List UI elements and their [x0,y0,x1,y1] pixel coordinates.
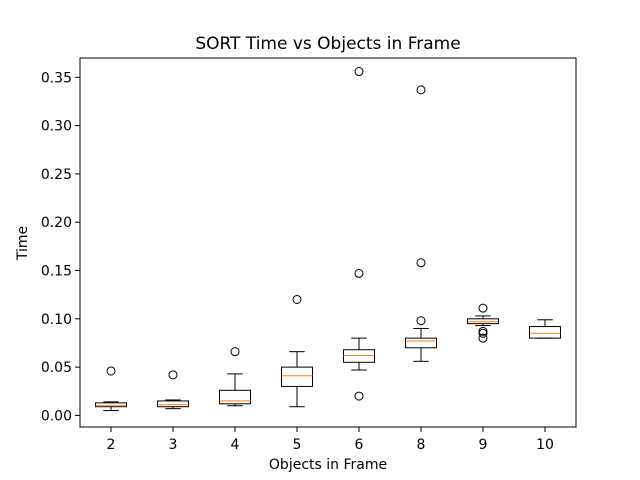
outlier-point [478,333,488,343]
outlier-point [354,268,364,278]
y-tick-label: 0.15 [41,264,72,280]
outlier-point [416,316,426,326]
x-tick-label: 10 [536,437,554,453]
box-iqr [281,366,313,387]
outlier-point [168,370,178,380]
plot-area: 0.00 0.05 0.10 0.15 0.20 0.25 0.30 0.35 2 3 4 5 6 8 9 1… [41,57,577,453]
outlier-point [478,326,488,336]
outlier-point [354,67,364,77]
y-axis-label: Time [15,226,31,261]
box-iqr [529,326,561,339]
y-tick-label: 0.05 [41,360,72,376]
x-tick-label: 8 [417,437,426,453]
x-tick-label: 4 [231,437,240,453]
outlier-point [416,85,426,95]
chart-title: SORT Time vs Objects in Frame [195,34,460,54]
y-tick-label: 0.10 [41,312,72,328]
x-axis-label: Objects in Frame [269,457,387,473]
plot-frame [79,57,577,428]
box-iqr [219,389,251,405]
y-tick-label: 0.20 [41,215,72,231]
box-iqr [157,400,189,408]
box-iqr [95,402,127,408]
outlier-point [106,366,116,376]
y-tick-label: 0.35 [41,70,72,86]
outlier-point [230,347,240,357]
box-iqr [405,337,437,349]
y-tick-label: 0.25 [41,167,72,183]
x-tick-label: 3 [169,437,178,453]
outlier-point [478,303,488,313]
x-tick-label: 2 [107,437,116,453]
outlier-point [416,258,426,268]
outlier-point [354,391,364,401]
y-tick-label: 0.30 [41,119,72,135]
x-tick-label: 9 [479,437,488,453]
x-tick-label: 6 [355,437,364,453]
outlier-point [292,294,302,304]
x-tick-label: 5 [293,437,302,453]
y-tick-label: 0.00 [41,408,72,424]
